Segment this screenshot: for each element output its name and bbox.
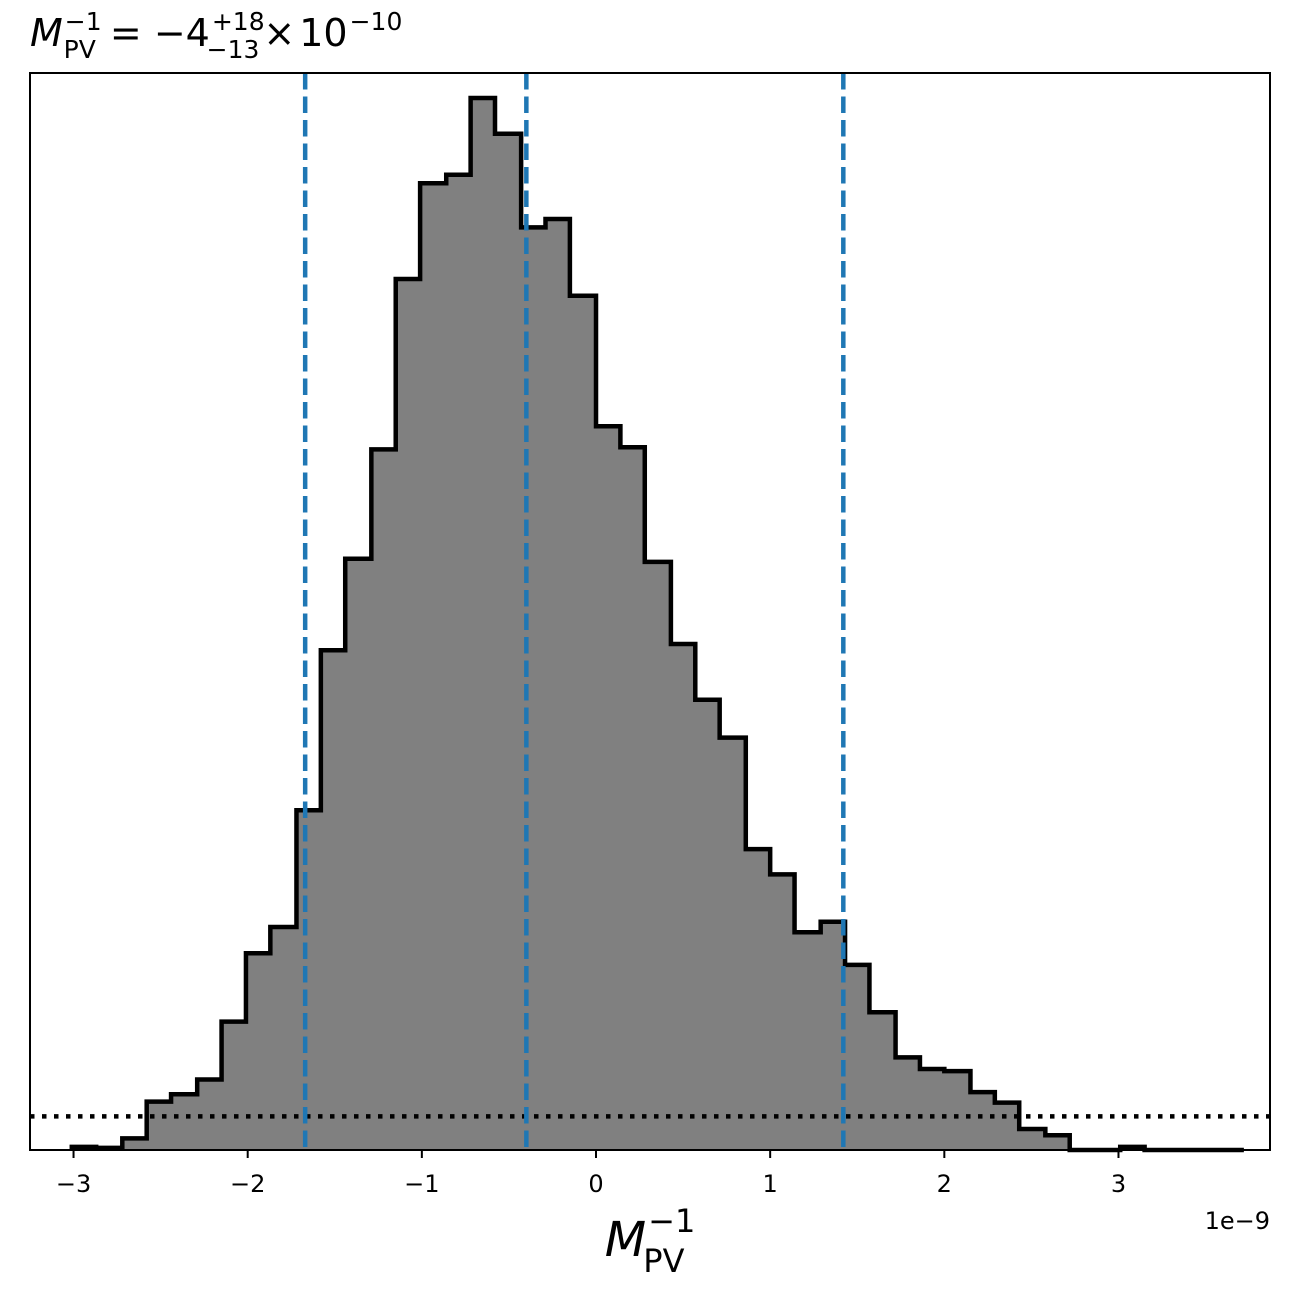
x-tick-label: −2 — [230, 1170, 265, 1198]
title-sup: −1 — [65, 7, 102, 36]
x-tick-label: 1 — [763, 1170, 778, 1198]
histogram-bin — [1045, 1135, 1071, 1150]
histogram-bin — [794, 932, 822, 1150]
histogram-bin — [146, 1101, 172, 1150]
title-minus-err: −13 — [207, 35, 260, 64]
histogram-bin — [719, 737, 747, 1150]
histogram-bin — [620, 447, 646, 1150]
title-times: × — [263, 11, 295, 55]
histogram-bin — [994, 1102, 1020, 1150]
histogram-bin — [596, 426, 621, 1150]
histogram-bin — [420, 183, 447, 1150]
histogram-bin — [670, 643, 696, 1150]
x-tick-label: 3 — [1111, 1170, 1126, 1198]
title-symbol: M — [30, 11, 63, 55]
histogram-bin — [446, 174, 472, 1150]
title-equals: = −4 — [98, 11, 210, 55]
plot-area-frame — [29, 72, 1271, 1151]
x-tick-label: −3 — [56, 1170, 91, 1198]
histogram-bin — [395, 278, 421, 1151]
histogram-bin — [845, 964, 870, 1150]
histogram-bin — [895, 1057, 921, 1150]
histogram-bin — [1019, 1128, 1046, 1150]
histogram-bin — [345, 558, 372, 1150]
histogram-bin — [869, 1012, 897, 1150]
title-plus-err: +18 — [212, 7, 265, 36]
histogram-bin — [495, 133, 522, 1150]
histogram-bin — [371, 449, 397, 1150]
histogram-bin — [770, 874, 796, 1150]
histogram-outline — [69, 95, 1244, 1153]
histogram-bin — [245, 953, 271, 1150]
x-tick-label: 2 — [937, 1170, 952, 1198]
xlabel-sub: PV — [643, 1242, 684, 1280]
histogram-bin — [296, 810, 322, 1150]
x-axis-ticks: −3 −2 −1 0 1 2 3 — [56, 1150, 1126, 1198]
x-axis-label: M−1 PV — [605, 1202, 696, 1280]
histogram-bin — [944, 1071, 971, 1150]
x-tick-label: −1 — [404, 1170, 439, 1198]
histogram-bin — [122, 1138, 148, 1150]
quantile-lines — [302, 73, 846, 1150]
histogram-bin — [470, 98, 496, 1150]
xlabel-sup: −1 — [648, 1202, 695, 1240]
title-sub: PV — [64, 35, 96, 64]
histogram-bin — [644, 561, 672, 1150]
histogram-bin — [569, 295, 597, 1150]
histogram-bin — [221, 1021, 247, 1150]
x-axis-offset-label: 1e−9 — [1205, 1207, 1270, 1235]
title-exponent: −10 — [350, 7, 403, 36]
histogram-bin — [745, 849, 771, 1150]
histogram-bin — [320, 650, 346, 1150]
xlabel-symbol: M — [605, 1212, 646, 1268]
histogram-bin — [171, 1094, 198, 1150]
histogram-bin — [695, 699, 721, 1150]
chart-title: M−1 PV = −4+18 −13 × 10−10 — [30, 7, 402, 64]
histogram-bin — [545, 218, 571, 1151]
histogram-bin — [970, 1092, 996, 1150]
histogram-bars — [69, 95, 1244, 1153]
title-base: 10 — [299, 11, 347, 55]
histogram-bin — [270, 926, 297, 1150]
histogram-bin — [919, 1068, 945, 1150]
x-tick-label: 0 — [588, 1170, 603, 1198]
